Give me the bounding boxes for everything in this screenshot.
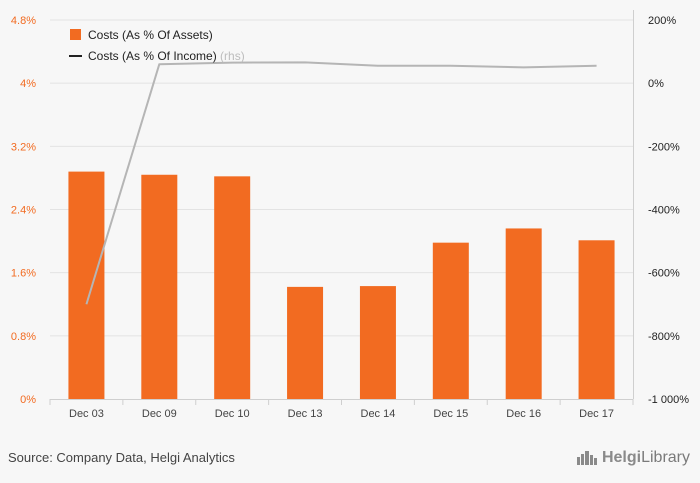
brand-logo[interactable]: Helgi Library (576, 449, 690, 467)
bar (141, 174, 178, 399)
bar (359, 286, 396, 399)
legend-label-income-text: Costs (As % Of Income) (88, 49, 217, 63)
legend-rhs-note: (rhs) (220, 49, 245, 63)
right-tick-label: -800% (648, 331, 680, 343)
bar (68, 171, 105, 399)
right-tick-label: -1 000% (648, 394, 689, 406)
bar (505, 228, 542, 399)
legend-label-assets[interactable]: Costs (As % Of Assets) (88, 28, 213, 42)
right-tick-label: -200% (648, 141, 680, 153)
right-tick-label: 0% (648, 78, 664, 90)
left-tick-label: 4% (20, 78, 36, 90)
line-series (85, 61, 597, 305)
legend-label-income[interactable]: Costs (As % Of Income) (rhs) (88, 49, 245, 63)
left-tick-label: 4.8% (11, 15, 36, 27)
x-tick-label: Dec 13 (288, 408, 323, 420)
left-axis: 0% 0.8% 1.6% 2.4% 3.2% 4% 4.8% (11, 15, 36, 406)
x-tick-label: Dec 09 (142, 408, 177, 420)
bar (432, 242, 469, 399)
left-tick-label: 0% (20, 394, 36, 406)
left-tick-label: 1.6% (11, 268, 36, 280)
left-tick-label: 3.2% (11, 141, 36, 153)
x-tick-label: Dec 10 (215, 408, 250, 420)
income-line (85, 61, 597, 305)
left-tick-label: 2.4% (11, 205, 36, 217)
right-axis: -1 000% -800% -600% -400% -200% 0% 200% (648, 15, 689, 406)
chart: 0% 0.8% 1.6% 2.4% 3.2% 4% 4.8% -1 000% -800% -60… (11, 10, 689, 420)
bar (214, 176, 251, 399)
x-axis: Dec 03 Dec 09 Dec 10 Dec 13 Dec 14 Dec 15 Dec … (49, 10, 634, 420)
brand-name-part2: Library (641, 449, 690, 466)
bar (578, 240, 615, 399)
legend-swatch-income (69, 55, 82, 57)
bar (287, 286, 324, 399)
x-tick-label: Dec 17 (579, 408, 614, 420)
library-skyline-icon (576, 450, 598, 466)
right-tick-label: -400% (648, 205, 680, 217)
left-tick-label: 0.8% (11, 331, 36, 343)
source-note: Source: Company Data, Helgi Analytics (8, 450, 235, 465)
x-tick-label: Dec 03 (69, 408, 104, 420)
x-tick-label: Dec 16 (506, 408, 541, 420)
legend: Costs (As % Of Assets) Costs (As % Of In… (69, 28, 245, 63)
brand-name-part1: Helgi (601, 449, 642, 466)
right-tick-label: -600% (648, 268, 680, 280)
right-tick-label: 200% (648, 15, 676, 27)
legend-swatch-assets (70, 29, 81, 40)
x-tick-label: Dec 15 (433, 408, 468, 420)
x-tick-label: Dec 14 (361, 408, 396, 420)
bar-series (68, 171, 615, 399)
